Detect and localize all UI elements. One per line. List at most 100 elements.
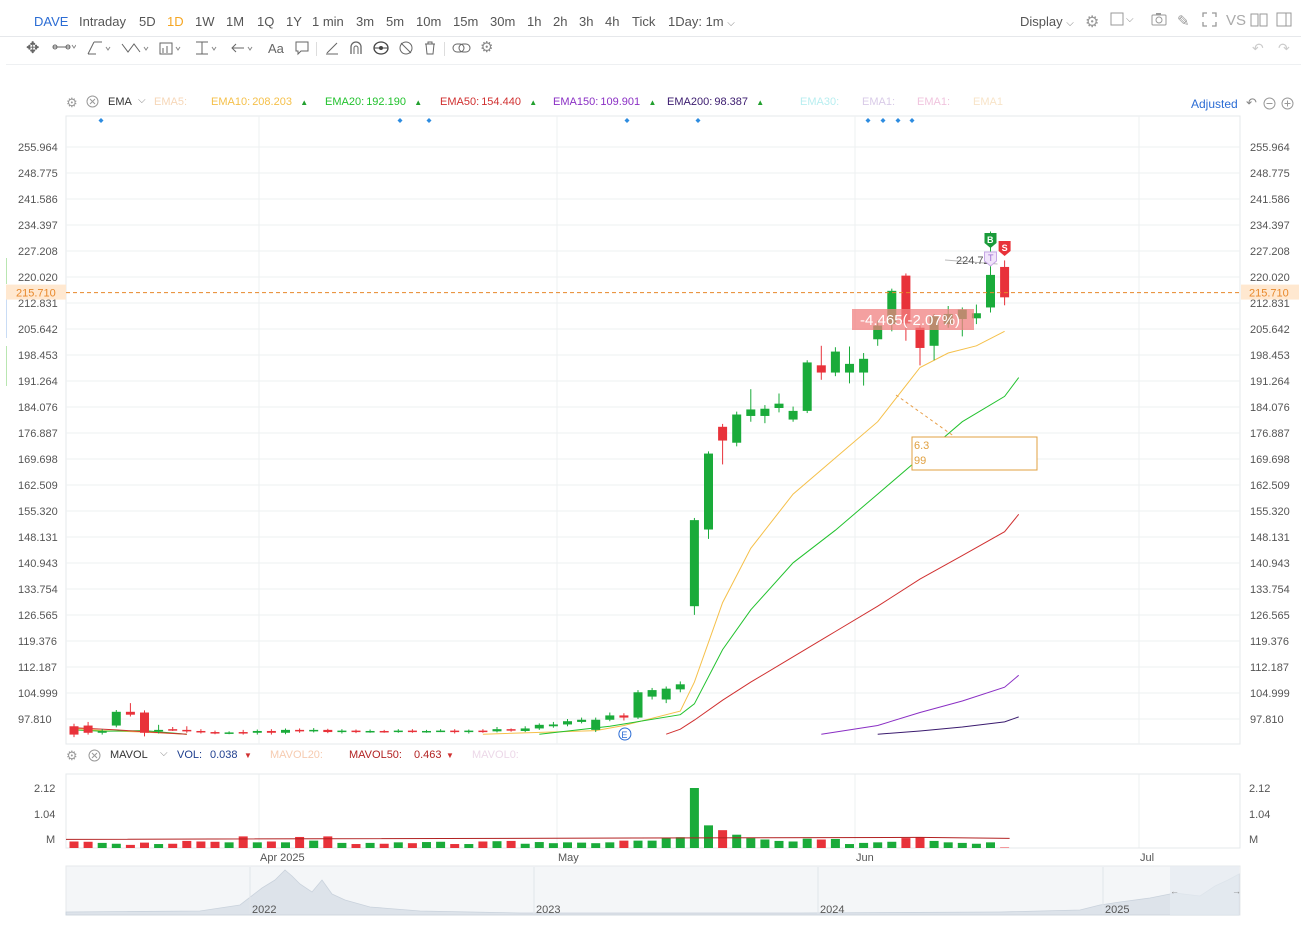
symbol-label[interactable]: DAVE: [34, 14, 69, 29]
tab-tick[interactable]: Tick: [632, 14, 656, 29]
line-tool-icon[interactable]: [52, 40, 77, 57]
volume-bar: [577, 842, 587, 848]
legend-label-3[interactable]: EMA50:: [440, 96, 480, 108]
arrow-tool-icon[interactable]: [230, 40, 258, 59]
tab-1-min[interactable]: 1 min: [312, 14, 344, 29]
gear-icon[interactable]: ⚙: [66, 748, 78, 763]
display-menu[interactable]: Display ⌵: [1020, 14, 1074, 29]
undo-icon[interactable]: ↶: [1252, 40, 1264, 56]
time-axis-label: Jul: [1140, 852, 1154, 864]
measure-tool-icon[interactable]: [158, 40, 186, 59]
tab-10m[interactable]: 10m: [416, 14, 442, 29]
price-tick-right: 169.698: [1250, 454, 1290, 466]
tab-intraday[interactable]: Intraday: [79, 14, 126, 29]
panel-icon[interactable]: [1276, 12, 1292, 30]
volume-bar: [915, 837, 925, 848]
chevron-down-icon[interactable]: ⌵: [160, 748, 168, 759]
tab-4h[interactable]: 4h: [605, 14, 620, 29]
tab-5m[interactable]: 5m: [386, 14, 405, 29]
left-marker-green: [6, 258, 7, 284]
legend-label-1[interactable]: EMA10:: [211, 96, 251, 108]
toolbar-divider: [316, 42, 317, 56]
fullscreen-icon[interactable]: [1202, 12, 1217, 30]
pencil-icon[interactable]: ✎: [1177, 13, 1190, 30]
vs-compare-button[interactable]: VS: [1226, 12, 1247, 29]
layout-chevron-icon[interactable]: ⌵: [1126, 14, 1134, 25]
legend-label-4[interactable]: EMA150:: [553, 96, 599, 108]
candle-body: [337, 730, 347, 733]
vol-arrow-icon: ▼: [244, 751, 252, 760]
volume-indicator-name[interactable]: MAVOL: [110, 749, 148, 761]
event-marker-icon: [865, 118, 871, 123]
price-tick-right: 191.264: [1250, 376, 1290, 388]
tab-1m[interactable]: 1M: [226, 14, 245, 29]
volume-bar: [591, 843, 601, 848]
trash-shape: [425, 41, 435, 55]
refresh-icon[interactable]: ↶: [1246, 95, 1257, 110]
collapse-icon[interactable]: [1263, 97, 1276, 115]
candle-body: [97, 730, 107, 733]
hide-icon[interactable]: [398, 40, 414, 59]
legend-label-9[interactable]: EMA1: [973, 96, 1003, 108]
volume-bar: [252, 842, 262, 848]
candle-body: [845, 363, 854, 373]
tab-3h[interactable]: 3h: [579, 14, 594, 29]
price-tick-left: 97.810: [18, 714, 52, 726]
legend-label-7[interactable]: EMA1:: [862, 96, 896, 108]
pencil-tool-icon[interactable]: [324, 40, 340, 59]
comment-tool-shape: [295, 41, 309, 56]
text-tool-icon[interactable]: Aa: [268, 41, 284, 56]
price-tick-left: 148.131: [18, 532, 58, 544]
magnet-icon[interactable]: [348, 40, 364, 59]
redo-icon[interactable]: ↷: [1278, 40, 1290, 56]
tab-2h[interactable]: 2h: [553, 14, 568, 29]
annotation-text: 6.3: [914, 440, 929, 452]
ema-line-ema150: [821, 674, 1020, 735]
trend-tool-icon[interactable]: [86, 40, 114, 59]
indicator-name[interactable]: EMA: [108, 96, 132, 108]
price-tick-right: 212.831: [1250, 298, 1290, 310]
comment-tool-icon[interactable]: [294, 40, 310, 59]
tab-3m[interactable]: 3m: [356, 14, 375, 29]
price-tick-right: 176.887: [1250, 428, 1290, 440]
tab-1d[interactable]: 1D: [167, 14, 184, 29]
gear-icon[interactable]: ⚙: [66, 95, 78, 110]
chart-top-divider: [6, 64, 1301, 65]
last-price-tag-right: [1241, 284, 1299, 300]
tab-1q[interactable]: 1Q: [257, 14, 275, 29]
vol-value: 0.038: [210, 749, 238, 761]
legend-label-5[interactable]: EMA200:: [667, 96, 713, 108]
tab-1w[interactable]: 1W: [195, 14, 215, 29]
last-price-label-right: 215.710: [1249, 288, 1289, 300]
link-icon[interactable]: [452, 40, 472, 59]
camera-icon[interactable]: [1151, 12, 1167, 29]
tab-5d[interactable]: 5D: [139, 14, 156, 29]
gear-icon[interactable]: ⚙: [1085, 14, 1100, 31]
trash-icon[interactable]: [423, 40, 437, 59]
chevron-down-icon[interactable]: ⌵: [138, 95, 146, 106]
close-icon[interactable]: [86, 95, 99, 111]
book-icon[interactable]: [1250, 12, 1268, 30]
volume-tick-right: 2.12: [1249, 783, 1270, 795]
fib-tool-icon[interactable]: [194, 40, 222, 59]
crosshair-move-icon[interactable]: ✥: [26, 40, 40, 57]
pattern-tool-icon[interactable]: [120, 40, 150, 59]
legend-label-6[interactable]: EMA30:: [800, 96, 840, 108]
legend-label-2[interactable]: EMA20:: [325, 96, 365, 108]
tab-1h[interactable]: 1h: [527, 14, 542, 29]
volume-bar: [929, 840, 939, 848]
legend-label-0[interactable]: EMA5:: [154, 96, 188, 108]
layout-icon[interactable]: [1110, 12, 1124, 29]
close-icon[interactable]: [88, 749, 101, 765]
adjusted-label[interactable]: Adjusted: [1191, 97, 1238, 111]
tab-15m[interactable]: 15m: [453, 14, 479, 29]
expand-icon[interactable]: [1281, 97, 1294, 115]
settings-icon[interactable]: ⚙: [480, 39, 494, 56]
eye-icon[interactable]: [372, 40, 390, 59]
tab-30m[interactable]: 30m: [490, 14, 516, 29]
tab-1y[interactable]: 1Y: [286, 14, 302, 29]
legend-label-8[interactable]: EMA1:: [917, 96, 951, 108]
period-select[interactable]: 1Day: 1m ⌵: [668, 14, 735, 29]
annotation-box: [911, 436, 1038, 471]
